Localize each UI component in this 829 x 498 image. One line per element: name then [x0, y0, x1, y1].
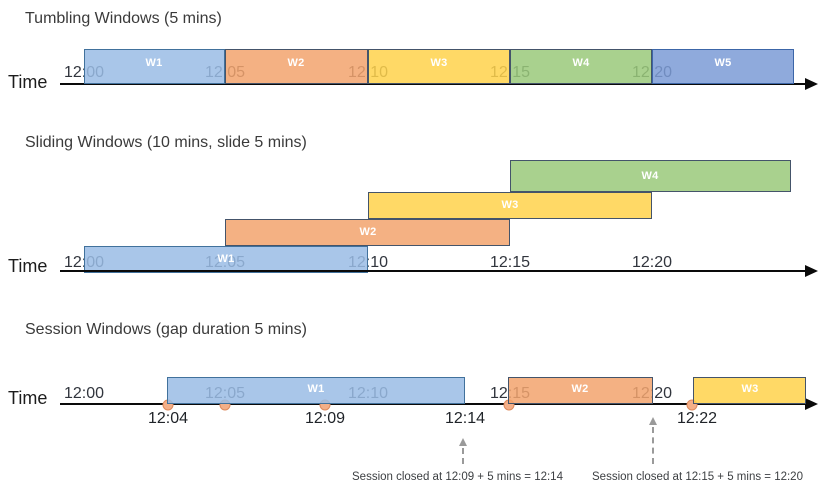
sliding-window-w3	[368, 192, 652, 219]
dashed-up-arrow-icon	[649, 417, 657, 425]
tumbling-section-title: Tumbling Windows (5 mins)	[25, 10, 222, 27]
event-time-label: 12:04	[147, 410, 189, 427]
sliding-window-label: W3	[501, 199, 519, 211]
session-window-w3	[693, 377, 806, 404]
session-window-label: W3	[741, 383, 759, 395]
tumbling-axis-arrowhead-icon	[805, 78, 818, 90]
tumbling-window-w2	[225, 49, 368, 84]
sliding-section-title: Sliding Windows (10 mins, slide 5 mins)	[25, 134, 307, 151]
session-axis-tick: 12:00	[63, 385, 105, 402]
session-window-w2	[508, 377, 653, 404]
sliding-time-axis-label: Time	[8, 256, 48, 276]
tumbling-window-w5	[652, 49, 794, 84]
dashed-arrow-line	[652, 427, 654, 464]
tumbling-window-label: W5	[714, 57, 732, 69]
session-timeline-axis	[60, 403, 806, 405]
sliding-window-label: W2	[359, 226, 377, 238]
tumbling-window-w4	[510, 49, 652, 84]
sliding-window-label: W4	[641, 170, 659, 182]
tumbling-timeline-axis	[60, 83, 806, 85]
session-closed-annotation: Session closed at 12:15 + 5 mins = 12:20	[592, 471, 803, 483]
session-window-label: W1	[307, 383, 325, 395]
tumbling-window-label: W2	[287, 57, 305, 69]
session-section-title: Session Windows (gap duration 5 mins)	[25, 321, 307, 338]
session-time-axis-label: Time	[8, 388, 48, 408]
event-time-label: 12:14	[444, 410, 486, 427]
event-time-label: 12:22	[676, 410, 718, 427]
sliding-timeline-axis	[60, 270, 806, 272]
event-time-label: 12:09	[304, 410, 346, 427]
session-axis-arrowhead-icon	[805, 398, 818, 410]
sliding-axis-tick: 12:20	[631, 254, 673, 271]
session-window-w1	[167, 377, 465, 404]
tumbling-window-w1	[84, 49, 225, 84]
sliding-window-w2	[225, 219, 510, 246]
tumbling-window-label: W4	[572, 57, 590, 69]
tumbling-window-label: W3	[430, 57, 448, 69]
sliding-axis-arrowhead-icon	[805, 265, 818, 277]
dashed-up-arrow-icon	[459, 438, 467, 446]
tumbling-window-w3	[368, 49, 510, 84]
sliding-window-w4	[510, 160, 791, 192]
session-closed-annotation: Session closed at 12:09 + 5 mins = 12:14	[352, 471, 563, 483]
session-window-label: W2	[571, 383, 589, 395]
tumbling-time-axis-label: Time	[8, 72, 48, 92]
event-dot	[686, 399, 698, 411]
tumbling-window-label: W1	[145, 57, 163, 69]
sliding-window-label: W1	[217, 253, 235, 265]
dashed-arrow-line	[462, 448, 464, 464]
sliding-axis-tick: 12:15	[489, 254, 531, 271]
sliding-window-w1	[84, 246, 368, 273]
